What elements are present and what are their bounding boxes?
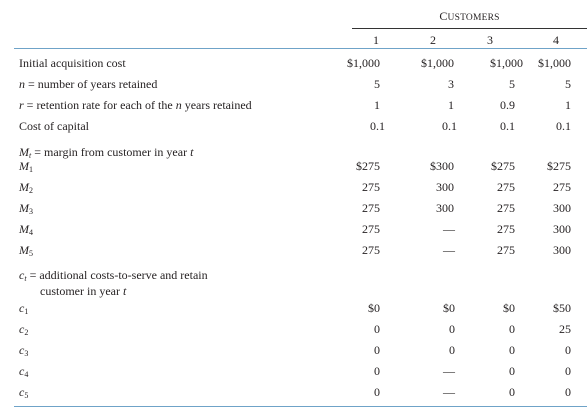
customers-group-header: CUSTOMERS — [352, 9, 587, 24]
cell-c2-3: 0 — [509, 322, 515, 336]
customers-header-label: CUSTOMERS — [439, 9, 500, 23]
row-label-m4: M4 — [19, 222, 33, 237]
cell-coc-2: 0.1 — [442, 119, 457, 133]
cell-m2-3: 275 — [497, 180, 515, 194]
cell-r-4: 1 — [565, 98, 571, 112]
cell-c2-1: 0 — [374, 322, 380, 336]
cell-c4-1: 0 — [374, 364, 380, 378]
cell-c4-3: 0 — [509, 364, 515, 378]
row-label-years-retained: n = number of years retained — [19, 77, 158, 91]
cell-m3-2: 300 — [436, 201, 454, 215]
cell-c1-4: $50 — [553, 301, 571, 315]
column-header-4: 4 — [553, 33, 559, 47]
cell-r-3: 0.9 — [500, 98, 515, 112]
row-label-c1: c1 — [19, 301, 29, 316]
cell-m5-1: 275 — [362, 243, 380, 257]
row-label-c2: c2 — [19, 322, 29, 337]
cell-m5-3: 275 — [497, 243, 515, 257]
cell-m1-4: $275 — [547, 159, 571, 173]
cell-c4-2: — — [443, 364, 455, 378]
cell-m3-4: 300 — [553, 201, 571, 215]
cell-c2-4: 25 — [559, 322, 571, 336]
column-header-2: 2 — [430, 33, 436, 47]
cell-acq-3: $1,000 — [490, 56, 523, 70]
cell-c3-2: 0 — [449, 343, 455, 357]
column-header-3: 3 — [487, 33, 493, 47]
row-label-m2: M2 — [19, 180, 33, 195]
cell-n-2: 3 — [448, 77, 454, 91]
cell-c3-4: 0 — [565, 343, 571, 357]
cell-m3-3: 275 — [497, 201, 515, 215]
cell-n-3: 5 — [509, 77, 515, 91]
header-underline — [352, 28, 587, 29]
cell-acq-2: $1,000 — [421, 56, 454, 70]
cell-acq-1: $1,000 — [347, 56, 380, 70]
cell-m5-2: — — [443, 243, 455, 257]
row-label-m3: M3 — [19, 201, 33, 216]
cell-m4-2: — — [443, 222, 455, 236]
cell-n-4: 5 — [565, 77, 571, 91]
row-label-acquisition-cost: Initial acquisition cost — [19, 56, 126, 70]
top-rule — [14, 48, 587, 49]
row-label-c3: c3 — [19, 343, 29, 358]
row-label-m1: M1 — [19, 159, 33, 174]
cell-r-2: 1 — [448, 98, 454, 112]
cell-m2-1: 275 — [362, 180, 380, 194]
cell-c1-1: $0 — [368, 301, 380, 315]
cell-c1-2: $0 — [443, 301, 455, 315]
cell-m3-1: 275 — [362, 201, 380, 215]
cell-m2-2: 300 — [436, 180, 454, 194]
cell-coc-3: 0.1 — [500, 119, 515, 133]
cell-c1-3: $0 — [503, 301, 515, 315]
cell-acq-4: $1,000 — [538, 56, 571, 70]
cell-m4-3: 275 — [497, 222, 515, 236]
cell-c2-2: 0 — [449, 322, 455, 336]
cell-m1-3: $275 — [491, 159, 515, 173]
row-label-c5: c5 — [19, 385, 29, 400]
cell-m2-4: 275 — [553, 180, 571, 194]
cell-m1-2: $300 — [430, 159, 454, 173]
cell-c5-4: 0 — [565, 385, 571, 399]
section-title-costs: ct = additional costs-to-serve and retai… — [19, 268, 208, 283]
row-label-m5: M5 — [19, 243, 33, 258]
bottom-rule — [14, 406, 587, 407]
cell-c3-1: 0 — [374, 343, 380, 357]
cell-c3-3: 0 — [509, 343, 515, 357]
cell-c5-1: 0 — [374, 385, 380, 399]
cell-m1-1: $275 — [356, 159, 380, 173]
section-title-margin: Mt = margin from customer in year t — [19, 145, 194, 160]
cell-c5-3: 0 — [509, 385, 515, 399]
section-title-costs-line2: customer in year t — [40, 284, 127, 298]
column-header-1: 1 — [373, 33, 379, 47]
cell-c5-2: — — [443, 385, 455, 399]
row-label-c4: c4 — [19, 364, 29, 379]
cell-m4-4: 300 — [553, 222, 571, 236]
cell-m4-1: 275 — [362, 222, 380, 236]
cell-coc-4: 0.1 — [556, 119, 571, 133]
cell-r-1: 1 — [374, 98, 380, 112]
cell-coc-1: 0.1 — [370, 119, 385, 133]
row-label-cost-of-capital: Cost of capital — [19, 119, 89, 133]
cell-c4-4: 0 — [565, 364, 571, 378]
row-label-retention-rate: r = retention rate for each of the n yea… — [19, 98, 252, 112]
cell-m5-4: 300 — [553, 243, 571, 257]
cell-n-1: 5 — [374, 77, 380, 91]
